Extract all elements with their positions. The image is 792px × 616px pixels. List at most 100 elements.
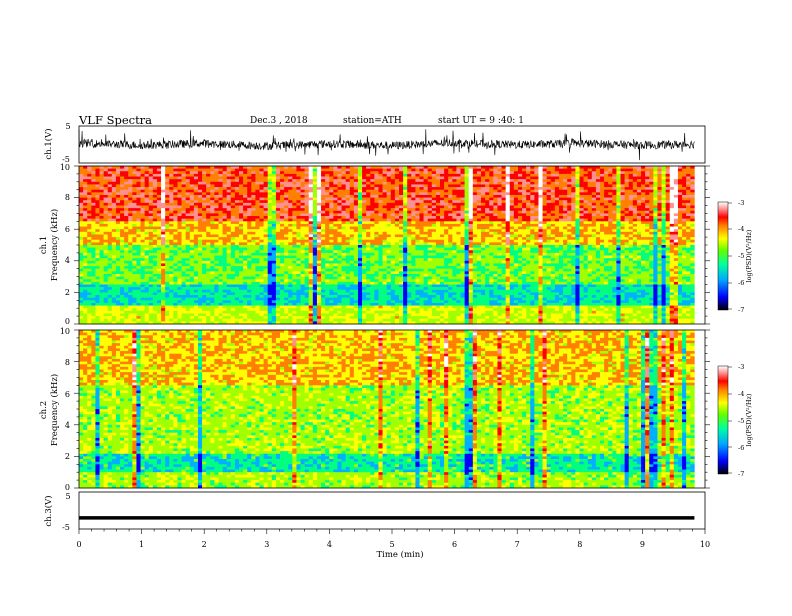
spectrogram-cell [177, 221, 182, 225]
spectrogram-cell [497, 200, 502, 204]
spectrogram-cell [427, 205, 433, 209]
spectrogram-cell [357, 250, 363, 254]
spectrogram-cell [165, 184, 170, 188]
spectrogram-cell [284, 202, 289, 206]
spectrogram-cell [583, 231, 588, 235]
spectrogram-cell [99, 173, 104, 177]
spectrogram-cell [398, 242, 404, 246]
spectrogram-cell [156, 173, 162, 177]
spectrogram-cell [202, 242, 207, 246]
spectrogram-cell [161, 197, 166, 201]
spectrogram-cell [554, 208, 560, 212]
spectrogram-cell [321, 242, 326, 246]
spectrogram-cell [115, 173, 121, 177]
spectrogram-cell [636, 184, 642, 188]
spectrogram-cell [226, 197, 232, 201]
spectrogram-cell [210, 194, 215, 198]
spectrogram-cell [497, 242, 502, 246]
spectrogram-cell [353, 181, 359, 185]
spectrogram-cell [357, 223, 363, 227]
spectrogram-cell [366, 223, 371, 227]
spectrogram-cell [333, 181, 338, 185]
spectrogram-cell [575, 176, 580, 180]
spectrogram-cell [333, 187, 338, 190]
spectrogram-cell [657, 173, 662, 177]
spectrogram-cell [579, 231, 584, 235]
spectrogram-cell [398, 194, 404, 198]
spectrogram-cell [156, 247, 162, 251]
spectrogram-cell [214, 171, 219, 175]
spectrogram-cell [284, 200, 289, 204]
spectrogram-cell [185, 223, 191, 227]
spectrogram-cell [263, 226, 269, 230]
spectrogram-cell [517, 168, 523, 172]
spectrogram-cell [579, 200, 584, 204]
spectrogram-cell [571, 181, 576, 185]
spectrogram-cell [579, 221, 584, 225]
spectrogram-cell [259, 216, 264, 219]
spectrogram-cell [468, 245, 474, 248]
spectrogram-cell [99, 187, 104, 190]
spectrogram-cell [587, 242, 593, 246]
spectrogram-cell [534, 221, 539, 225]
spectrogram-cell [481, 223, 486, 227]
spectrogram-cell [333, 189, 338, 193]
spectrogram-cell [673, 216, 679, 219]
spectrogram-cell [435, 176, 441, 180]
spectrogram-cell [632, 210, 638, 214]
spectrogram-cell [107, 173, 113, 177]
spectrogram-cell [460, 192, 465, 196]
spectrogram-cell [152, 197, 158, 201]
spectrogram-cell [632, 216, 638, 219]
spectrogram-cell [411, 245, 416, 248]
spectrogram-cell [575, 197, 580, 201]
spectrogram-cell [185, 247, 191, 251]
spectrogram-cell [657, 210, 662, 214]
spectrogram-cell [111, 189, 117, 193]
spectrogram-cell [374, 231, 379, 235]
spectrogram-cell [107, 221, 113, 225]
spectrogram-cell [124, 252, 129, 256]
spectrogram-cell [641, 239, 646, 243]
spectrogram-cell [583, 184, 588, 188]
spectrogram-cell [571, 223, 576, 227]
spectrogram-cell [136, 247, 141, 251]
spectrogram-cell [394, 184, 400, 188]
spectrogram-cell [583, 208, 588, 212]
spectrogram-cell [222, 221, 227, 225]
spectrogram-cell [325, 216, 330, 219]
spectrogram-cell [645, 179, 650, 183]
spectrogram-cell [87, 242, 92, 246]
spectrogram-cell [513, 250, 519, 254]
spectrogram-cell [308, 194, 314, 198]
spectrogram-cell [493, 213, 498, 217]
spectrogram-cell [419, 192, 424, 196]
spectrogram-cell [620, 194, 625, 198]
spectrogram-cell [337, 213, 342, 217]
spectrogram-cell [321, 166, 326, 169]
spectrogram-cell [87, 184, 92, 188]
spectrogram-cell [550, 229, 556, 233]
spectrogram-cell [218, 192, 223, 196]
spectrogram-cell [653, 200, 658, 204]
spectrogram-cell [481, 216, 486, 219]
spectrogram-cell [624, 247, 630, 251]
spectrogram-cell [230, 179, 236, 183]
spectrogram-cell [587, 179, 593, 183]
spectrogram-cell [677, 166, 683, 169]
spectrogram-cell [136, 242, 141, 246]
spectrogram-cell [636, 176, 642, 180]
spectrogram-cell [534, 176, 539, 180]
spectrogram-cell [464, 208, 470, 212]
spectrogram-cell [456, 187, 461, 190]
spectrogram-cell [403, 250, 408, 254]
spectrogram-cell [197, 189, 203, 193]
spectrogram-cell [542, 200, 547, 204]
spectrogram-cell [210, 176, 215, 180]
spectrogram-cell [321, 200, 326, 204]
spectrogram-cell [632, 189, 638, 193]
spectrogram-cell [362, 226, 367, 230]
spectrogram-cell [682, 247, 687, 251]
spectrogram-cell [489, 242, 494, 246]
spectrogram-cell [95, 242, 100, 246]
